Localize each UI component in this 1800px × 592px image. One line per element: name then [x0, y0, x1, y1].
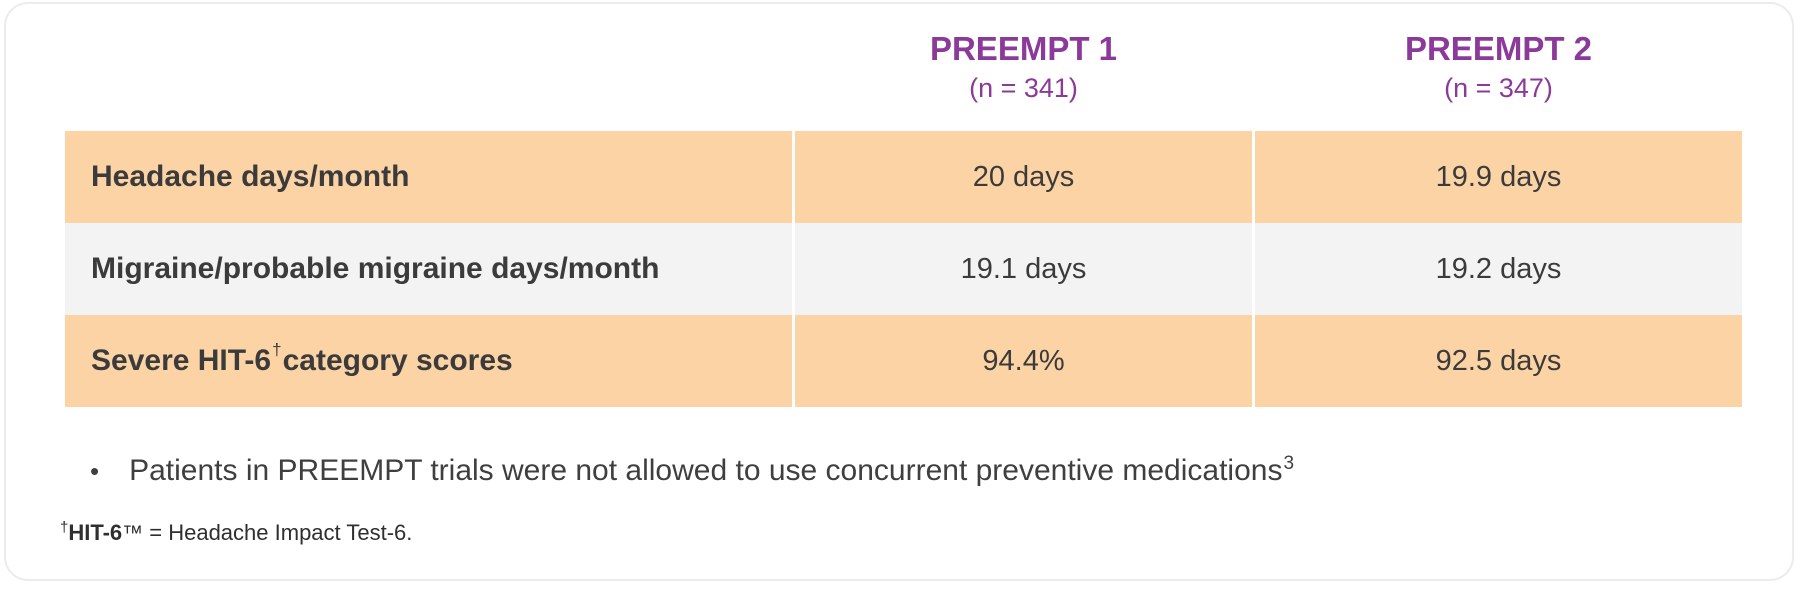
preempt1-title: PREEMPT 1 [929, 30, 1118, 67]
preempt2-title: PREEMPT 2 [1404, 30, 1593, 67]
preempt1-value: 20 days [972, 160, 1075, 193]
dagger-superscript: † [272, 340, 282, 359]
row-label-text: Migraine/probable migraine days/month [91, 252, 660, 285]
footnote-definition: = Headache Impact Test-6. [143, 520, 413, 545]
table-row-severe-hit6: Severe HIT-6 † category scores 94.4% 92.5… [65, 315, 1742, 407]
bullet-marker: • [90, 456, 100, 486]
bullet-note: • Patients in PREEMPT trials were not al… [90, 450, 1294, 496]
row-label: Migraine/probable migraine days/month [65, 223, 792, 315]
preempt1-value-cell: 20 days [795, 131, 1252, 223]
reference-superscript: 3 [1283, 453, 1295, 474]
preempt2-n-count: (n = 347) [1444, 73, 1553, 103]
table-row-migraine-days: Migraine/probable migraine days/month 19… [65, 223, 1742, 315]
header-spacer [65, 28, 792, 106]
row-label-text: Headache days/month [91, 160, 410, 193]
bullet-text: Patients in PREEMPT trials were not allo… [129, 450, 1294, 496]
preempt1-value-cell: 94.4% [795, 315, 1252, 407]
preempt2-value: 19.2 days [1435, 252, 1562, 285]
table-row-headache-days: Headache days/month 20 days 19.9 days [65, 131, 1742, 223]
preempt1-value: 19.1 days [960, 252, 1087, 285]
preempt1-n-count: (n = 341) [969, 73, 1078, 103]
preempt2-value-cell: 19.9 days [1255, 131, 1742, 223]
row-label: Headache days/month [65, 131, 792, 223]
row-label-text: Severe HIT-6 [91, 344, 272, 377]
table-header-row: PREEMPT 1 (n = 341) PREEMPT 2 (n = 347) [65, 28, 1742, 106]
column-header-preempt2: PREEMPT 2 (n = 347) [1255, 28, 1742, 106]
footnote-dagger: † [60, 519, 69, 536]
preempt2-value: 19.9 days [1435, 160, 1562, 193]
data-table: Headache days/month 20 days 19.9 days Mi… [65, 131, 1742, 407]
column-header-preempt1: PREEMPT 1 (n = 341) [795, 28, 1252, 106]
preempt2-value-cell: 19.2 days [1255, 223, 1742, 315]
row-label-text-suffix: category scores [282, 344, 513, 377]
preempt1-value-cell: 19.1 days [795, 223, 1252, 315]
preempt2-value: 92.5 days [1435, 344, 1562, 377]
footnote: †HIT-6™ = Headache Impact Test-6. [60, 518, 412, 551]
trademark-symbol: ™ [122, 522, 144, 545]
row-label: Severe HIT-6 † category scores [65, 315, 792, 407]
content-card: PREEMPT 1 (n = 341) PREEMPT 2 (n = 347) … [4, 2, 1794, 581]
footnote-term: HIT-6 [68, 520, 123, 545]
preempt1-value: 94.4% [982, 344, 1065, 377]
preempt2-value-cell: 92.5 days [1255, 315, 1742, 407]
bullet-text-body: Patients in PREEMPT trials were not allo… [129, 454, 1283, 487]
